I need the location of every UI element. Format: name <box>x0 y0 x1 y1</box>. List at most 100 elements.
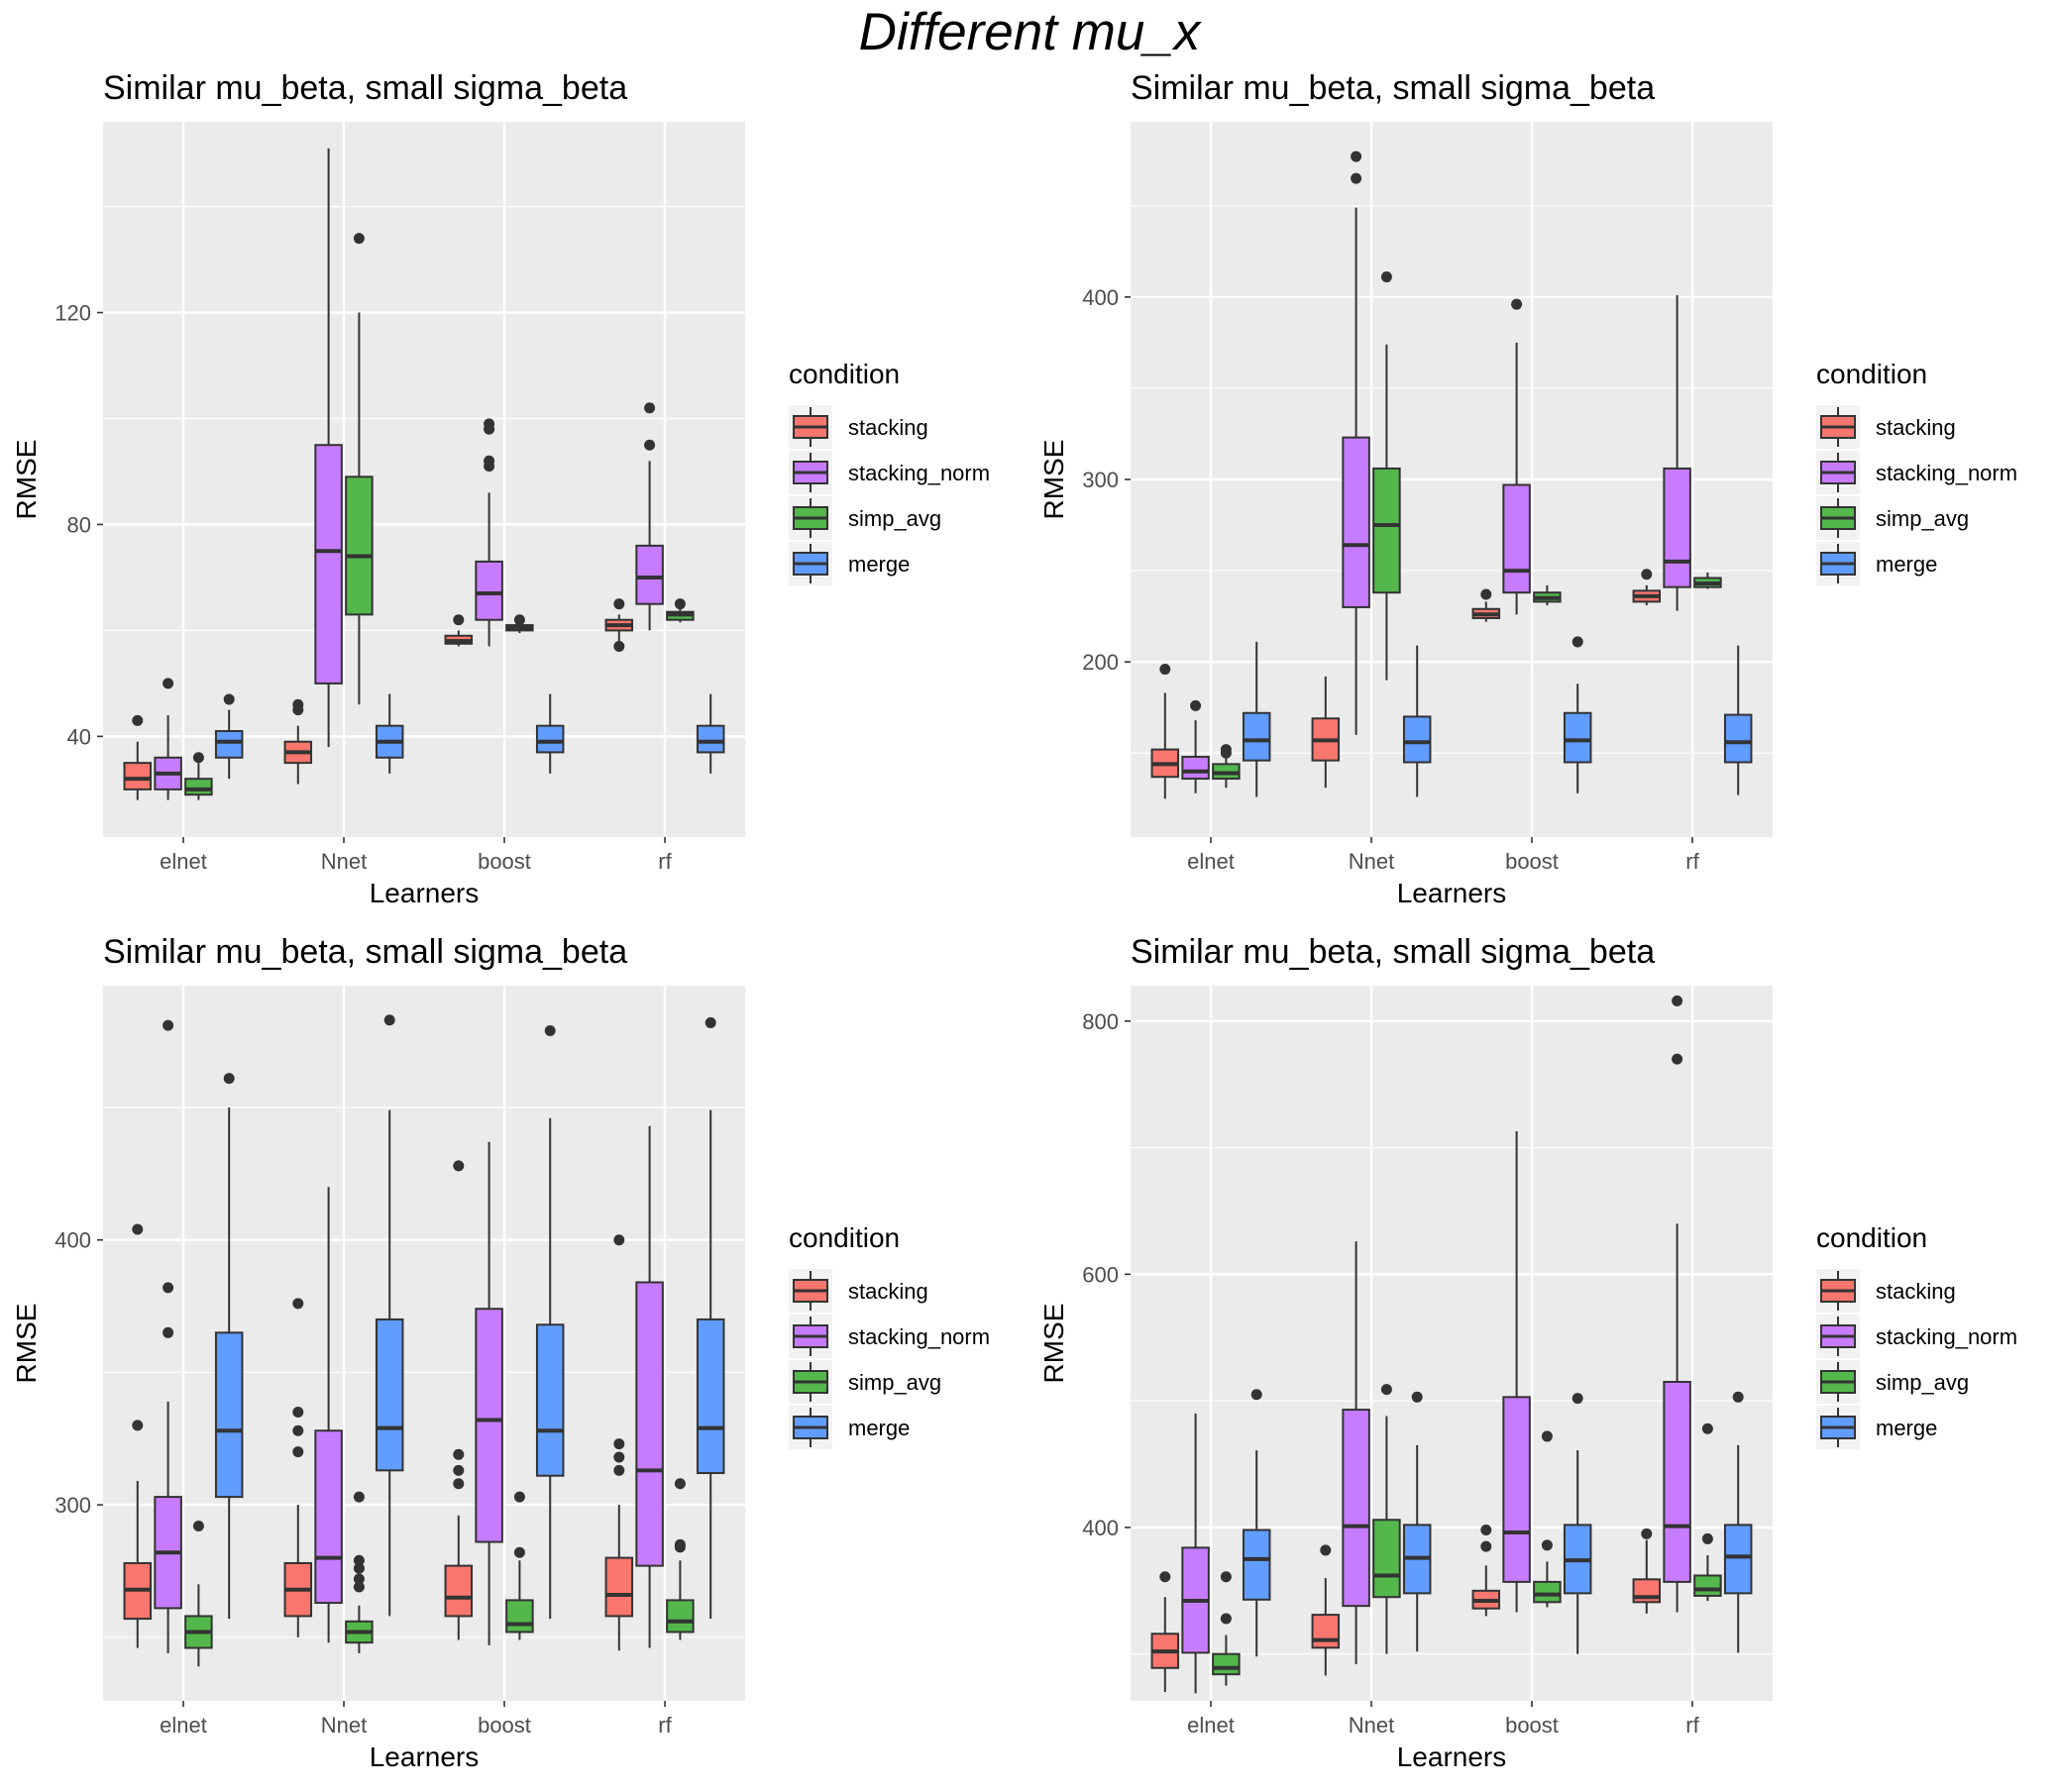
outlier-point <box>513 1546 525 1558</box>
box-merge <box>375 693 404 774</box>
box-stacking <box>123 1223 153 1648</box>
box-stacking <box>123 714 153 800</box>
box-body <box>1372 467 1401 594</box>
box-merge <box>214 693 244 780</box>
outlier-point <box>132 1420 144 1431</box>
box-simp_avg <box>1693 1423 1722 1602</box>
box-merge <box>1563 1393 1592 1654</box>
y-tick-label: 200 <box>1082 650 1119 675</box>
y-tick-label: 400 <box>1082 285 1119 310</box>
outlier-point <box>674 1478 686 1490</box>
outlier-point <box>1511 298 1523 310</box>
x-tick-label: elnet <box>160 849 207 874</box>
box-body <box>1242 711 1271 762</box>
outlier-point <box>1411 1391 1423 1403</box>
box-stacking_norm <box>1342 1241 1370 1664</box>
legend-key-stacking_norm: stacking_norm <box>789 1315 990 1358</box>
legend-label: simp_avg <box>848 506 941 531</box>
outlier-point <box>1732 1391 1744 1403</box>
panel-top-left: Similar mu_beta, small sigma_beta 40 80 120… <box>0 59 1028 928</box>
panel-top-right: Similar mu_beta, small sigma_beta 200 300 4… <box>1028 59 2059 928</box>
box-merge <box>214 1073 244 1620</box>
box-simp_avg <box>1372 1384 1401 1654</box>
outlier-point <box>1159 1571 1171 1583</box>
legend-title: condition <box>1816 1222 1927 1253</box>
outlier-point <box>1220 1613 1232 1625</box>
legend: condition stacking stacking_norm simp_avgme… <box>789 1222 990 1449</box>
legend: condition stacking stacking_norm simp_avgme… <box>1816 1222 2017 1449</box>
outlier-point <box>1672 995 1683 1006</box>
legend-label: merge <box>1876 552 1937 577</box>
box-simp_avg <box>1693 572 1722 589</box>
legend-key-stacking: stacking <box>789 1269 928 1313</box>
outlier-point <box>453 1448 465 1460</box>
box-body <box>1693 1574 1722 1597</box>
box-merge <box>1723 1391 1753 1653</box>
box-simp_avg <box>505 1491 534 1640</box>
outlier-point <box>1380 1384 1392 1396</box>
legend-key-merge: merge <box>1816 1406 1937 1449</box>
outlier-point <box>674 1538 686 1550</box>
outlier-point <box>1351 172 1362 184</box>
box-stacking <box>1150 1571 1180 1693</box>
outlier-point <box>292 1407 304 1419</box>
box-stacking <box>283 1298 313 1637</box>
outlier-point <box>1641 569 1653 580</box>
x-tick-label: Nnet <box>1349 1713 1394 1738</box>
box-merge <box>535 693 565 774</box>
box-stacking <box>1150 664 1180 799</box>
x-tick-label: Nnet <box>321 1713 367 1738</box>
legend: condition stacking stacking_norm simp_avgme… <box>1816 359 2017 585</box>
box-merge <box>1723 645 1753 795</box>
box-stacking <box>1311 1544 1341 1676</box>
chart-bottom-right: Similar mu_beta, small sigma_beta 400 600 8… <box>1038 933 2017 1772</box>
legend-key-stacking: stacking <box>789 405 928 449</box>
x-tick-label: boost <box>1505 849 1559 874</box>
outlier-point <box>223 693 235 705</box>
legend-key-merge: merge <box>1816 542 1937 585</box>
outlier-point <box>453 1478 465 1490</box>
box-body <box>696 724 725 754</box>
box-stacking_norm <box>1502 1130 1531 1613</box>
chart-title: Similar mu_beta, small sigma_beta <box>103 933 627 971</box>
outlier-point <box>292 1298 304 1310</box>
box-body <box>214 1331 244 1499</box>
legend-label: stacking <box>848 415 928 440</box>
box-body <box>314 1429 343 1605</box>
legend-title: condition <box>1816 359 1927 389</box>
box-merge <box>1242 1389 1271 1657</box>
box-body <box>635 544 664 605</box>
legend-key-simp_avg: simp_avg <box>1816 1360 1969 1404</box>
box-simp_avg <box>666 1478 695 1640</box>
outlier-point <box>1380 271 1392 283</box>
box-stacking_norm <box>635 1125 664 1648</box>
box-body <box>1533 1580 1562 1604</box>
legend-key-merge: merge <box>789 542 910 585</box>
outlier-point <box>704 1016 716 1028</box>
box-body <box>505 1599 534 1634</box>
outlier-point <box>353 1581 365 1593</box>
outlier-point <box>1641 1528 1653 1539</box>
outlier-point <box>163 678 174 689</box>
legend-label: simp_avg <box>848 1370 941 1395</box>
box-stacking_norm <box>1663 995 1691 1613</box>
x-axis-label: Learners <box>370 1741 480 1772</box>
y-axis-label: RMSE <box>1038 440 1069 520</box>
box-merge <box>535 1024 565 1620</box>
outlier-point <box>1571 636 1583 648</box>
box-body <box>1723 713 1753 764</box>
legend-label: stacking_norm <box>848 461 990 485</box>
y-tick-label: 40 <box>67 724 91 749</box>
outlier-point <box>674 598 686 610</box>
box-body <box>1502 1396 1531 1583</box>
outlier-point <box>513 1491 525 1503</box>
box-simp_avg <box>1212 1571 1241 1686</box>
legend-label: stacking <box>1876 1279 1956 1304</box>
chart-top-left: Similar mu_beta, small sigma_beta 40 80 120… <box>11 69 990 908</box>
box-body <box>214 730 244 759</box>
outlier-point <box>223 1073 235 1085</box>
box-stacking <box>1632 569 1662 606</box>
box-body <box>123 762 153 791</box>
box-body <box>1663 1380 1691 1583</box>
box-simp_avg <box>184 752 213 800</box>
